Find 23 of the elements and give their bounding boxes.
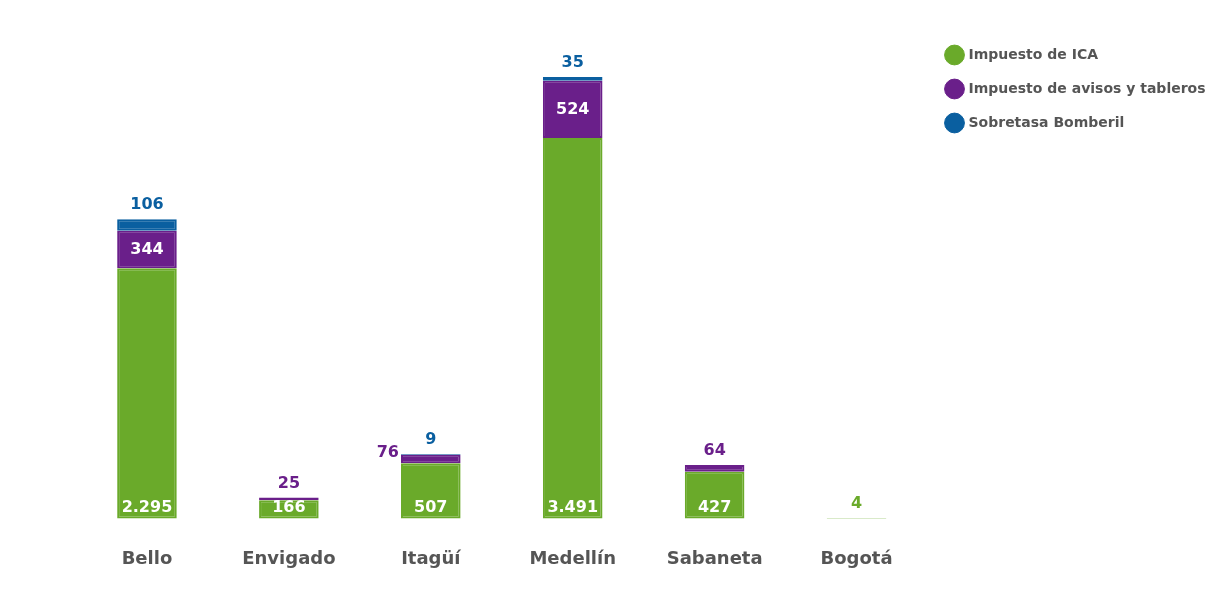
x-tick-label: Bello <box>121 546 173 568</box>
data-label: 106 <box>130 194 164 214</box>
x-tick-label: Sabaneta <box>666 546 763 568</box>
data-label: 2.295 <box>121 496 173 516</box>
data-label: 64 <box>703 440 726 460</box>
data-label: 25 <box>277 472 301 492</box>
x-tick-label: Itagüí <box>401 546 462 568</box>
legend-label: Sobretasa Bomberil <box>968 113 1125 130</box>
legend-label: Impuesto de ICA <box>968 45 1099 62</box>
x-tick-label: Bogotá <box>820 546 893 568</box>
data-label: 427 <box>697 496 732 516</box>
data-label: 9 <box>425 429 437 449</box>
data-label: 524 <box>556 98 590 118</box>
data-label: 507 <box>414 496 448 516</box>
legend-label: Impuesto de avisos y tableros <box>968 79 1206 96</box>
data-label: 166 <box>272 496 306 516</box>
data-label: 76 <box>376 442 399 462</box>
data-label: 344 <box>130 238 164 258</box>
x-tick-label: Medellín <box>529 546 616 568</box>
data-label: 3.491 <box>547 496 599 516</box>
x-tick-label: Envigado <box>242 546 336 568</box>
data-label: 4 <box>850 493 863 513</box>
data-label: 35 <box>561 52 584 72</box>
